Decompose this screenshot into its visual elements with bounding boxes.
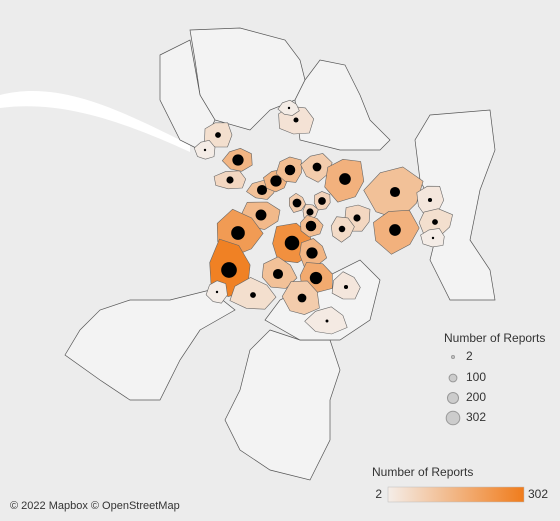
report-bubble: [231, 226, 245, 240]
report-bubble: [389, 224, 401, 236]
report-bubble: [318, 197, 326, 205]
size-legend-label: 200: [466, 390, 486, 404]
report-bubble: [338, 225, 346, 233]
report-bubble: [215, 132, 221, 138]
size-legend-circle: [445, 410, 461, 426]
report-bubble: [353, 214, 361, 222]
report-bubble: [221, 262, 237, 278]
river: [0, 91, 190, 152]
report-bubble: [306, 208, 314, 216]
base-regions: [64, 27, 496, 481]
color-max-label: 302: [528, 487, 548, 501]
report-bubble: [250, 292, 256, 298]
report-bubble: [432, 219, 438, 225]
report-bubble: [306, 247, 318, 259]
report-bubble: [389, 186, 401, 198]
report-bubble: [215, 290, 219, 294]
color-scale: [387, 486, 525, 503]
color-legend-title: Number of Reports: [372, 465, 473, 479]
size-legend-circle: [446, 391, 460, 405]
report-bubble: [309, 271, 323, 285]
report-bubble: [232, 154, 244, 166]
report-bubble: [427, 197, 433, 203]
report-bubble: [203, 148, 207, 152]
size-legend-title: Number of Reports: [444, 331, 545, 345]
report-bubble: [226, 176, 234, 184]
report-bubble: [270, 175, 282, 187]
size-legend-label: 100: [466, 370, 486, 384]
size-legend-circle: [451, 355, 455, 359]
region: [64, 289, 236, 401]
color-min-label: 2: [375, 487, 382, 501]
size-legend-circle: [448, 373, 458, 383]
report-bubble: [325, 319, 329, 323]
report-bubble: [256, 184, 268, 196]
report-bubble: [292, 198, 302, 208]
report-bubble: [272, 268, 284, 280]
report-bubble: [255, 209, 267, 221]
report-bubble: [339, 173, 351, 185]
report-bubble: [284, 235, 300, 251]
size-legend-label: 2: [466, 349, 473, 363]
report-bubble: [287, 106, 291, 110]
report-bubble: [431, 236, 435, 240]
report-bubble: [343, 284, 349, 290]
report-bubble: [293, 117, 299, 123]
report-bubble: [297, 293, 307, 303]
attribution: © 2022 Mapbox © OpenStreetMap: [10, 500, 180, 512]
size-legend-label: 302: [466, 410, 486, 424]
report-bubble: [312, 162, 322, 172]
report-bubble: [305, 220, 317, 232]
report-bubble: [284, 164, 296, 176]
bubbles: [203, 106, 438, 323]
